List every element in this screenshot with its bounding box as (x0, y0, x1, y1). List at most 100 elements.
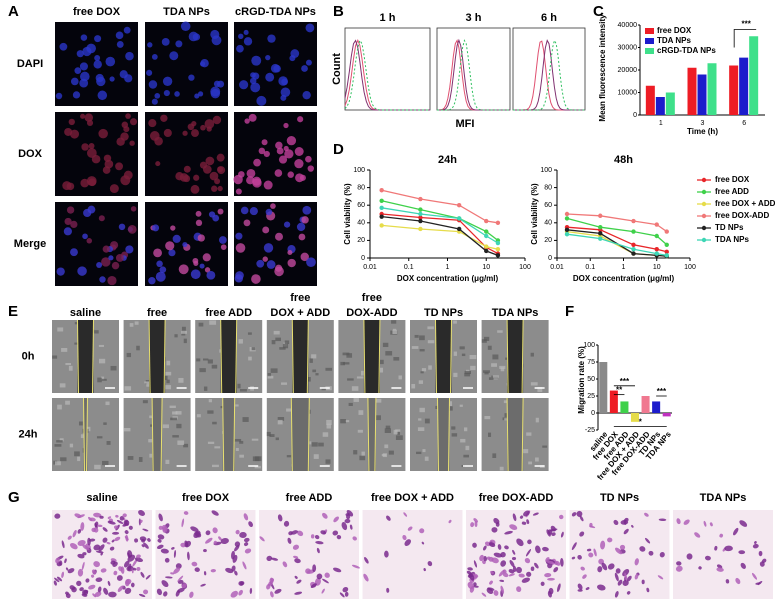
cell (192, 257, 199, 264)
data-point (598, 225, 603, 230)
cell (577, 583, 583, 590)
cell (147, 42, 153, 48)
cell (151, 98, 158, 105)
cell (105, 56, 116, 67)
texture (391, 320, 397, 324)
cell (212, 527, 218, 534)
texture (80, 434, 86, 439)
cell (512, 565, 517, 572)
cell (250, 82, 261, 93)
texture (346, 353, 353, 358)
cell (206, 270, 216, 280)
cell (290, 49, 300, 58)
cell (102, 166, 111, 174)
cell (287, 258, 296, 268)
panel-letter: F (565, 303, 574, 320)
cell (232, 554, 238, 563)
cell (193, 530, 201, 539)
cell (171, 547, 175, 550)
cell (74, 513, 82, 518)
cell (111, 261, 120, 270)
cell (109, 76, 115, 82)
texture (127, 456, 134, 460)
cell (107, 275, 117, 286)
cell (294, 575, 298, 579)
cell (339, 592, 345, 598)
texture (207, 410, 214, 414)
y-tick-label: 50 (587, 376, 595, 383)
cell (217, 166, 226, 175)
cell (620, 520, 629, 525)
y-tick-label: -25 (585, 427, 595, 434)
x-tick-label: 0.01 (550, 264, 564, 271)
cell (251, 274, 261, 284)
texture (384, 428, 391, 433)
texture (144, 381, 151, 384)
cell (252, 178, 262, 188)
cell (63, 227, 72, 236)
legend-marker (701, 189, 707, 195)
wound (437, 398, 450, 471)
cell (187, 551, 190, 561)
wound-edge (435, 319, 437, 394)
x-axis-label: DOX concentration (μg/ml) (573, 274, 675, 283)
cell (238, 589, 243, 596)
cell (85, 578, 90, 583)
cell (470, 522, 475, 528)
cell (130, 118, 138, 126)
histogram-curve (437, 39, 510, 111)
cell (107, 516, 112, 519)
x-tick-label: 10 (653, 264, 661, 271)
cell (751, 572, 758, 580)
bar (620, 401, 629, 413)
cell (189, 591, 194, 598)
texture (54, 444, 62, 447)
cell (79, 587, 84, 592)
data-point (598, 231, 603, 236)
y-tick-label: 80 (357, 184, 365, 191)
data-point (495, 247, 501, 252)
wound (435, 320, 452, 393)
cell (181, 583, 187, 589)
cell (234, 570, 238, 576)
cell (597, 566, 603, 573)
cell (491, 527, 498, 533)
column-header: TDA NPs (163, 6, 210, 18)
data-point (631, 229, 636, 234)
texture (535, 417, 539, 423)
cell (234, 274, 244, 283)
cell (116, 575, 123, 581)
texture (251, 438, 259, 441)
texture (98, 344, 105, 347)
texture (164, 375, 168, 381)
legend-swatch (645, 38, 654, 44)
column-header: free (362, 292, 382, 304)
texture (374, 415, 381, 421)
wound (77, 320, 94, 393)
cell (384, 550, 389, 558)
x-tick-label: 0.01 (363, 264, 377, 271)
cell (283, 122, 289, 129)
cell (136, 554, 141, 559)
cell (107, 520, 116, 525)
cell (161, 37, 170, 46)
cell (169, 51, 179, 61)
x-tick-label: 6 (742, 120, 746, 127)
texture (500, 367, 505, 372)
cell (220, 244, 227, 250)
texture (134, 321, 139, 325)
cell (310, 534, 315, 539)
texture (491, 363, 498, 367)
cell (143, 589, 149, 595)
cell (704, 555, 711, 561)
bar (687, 67, 697, 115)
cell (235, 243, 246, 253)
y-tick-label: 60 (544, 202, 552, 209)
cell (249, 206, 258, 216)
cell (177, 587, 185, 593)
cell (217, 208, 224, 215)
series-line (381, 189, 498, 224)
cell (493, 590, 499, 596)
texture (212, 421, 217, 425)
x-axis-label: DOX concentration (μg/ml) (397, 274, 499, 283)
